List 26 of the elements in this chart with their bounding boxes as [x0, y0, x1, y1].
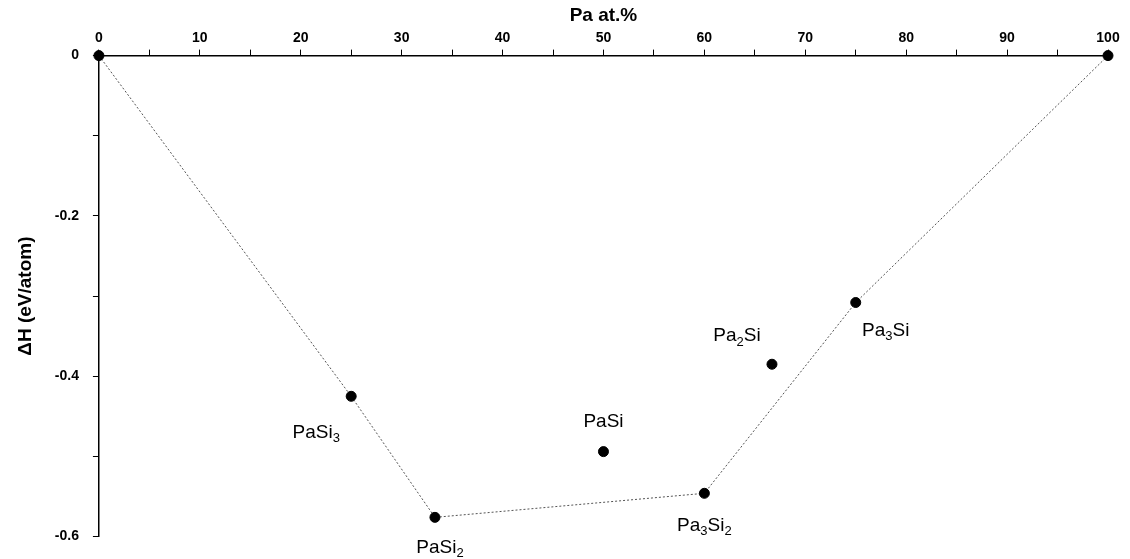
point [93, 50, 105, 62]
x-tick-label: 30 [393, 29, 410, 46]
x-tick-label: 60 [696, 29, 713, 46]
point [597, 446, 609, 458]
x-tick-label: 80 [898, 29, 915, 46]
x-tick-label: 70 [797, 29, 814, 46]
x-tick-label: 100 [1096, 29, 1120, 46]
point [1102, 50, 1114, 62]
x-tick-label: 50 [595, 29, 612, 46]
x-axis-title: Pa at.% [569, 3, 638, 25]
x-tick-label: 20 [292, 29, 309, 46]
point [345, 390, 357, 402]
x-tick-label: 40 [494, 29, 511, 46]
y-tick-label: -0.2 [54, 206, 80, 223]
x-tick-label: 10 [192, 29, 208, 46]
point [766, 358, 778, 370]
annotation: PaSi [583, 409, 624, 431]
y-tick-label: -0.6 [54, 527, 80, 544]
y-axis-title: ΔH (eV/atom) [13, 236, 35, 356]
x-tick-label: 90 [999, 29, 1016, 46]
y-tick-label: -0.4 [54, 367, 80, 384]
point [429, 511, 441, 523]
point [698, 487, 710, 499]
point [850, 297, 862, 309]
y-tick-label: 0 [71, 46, 80, 63]
x-tick-label: 0 [95, 29, 104, 46]
